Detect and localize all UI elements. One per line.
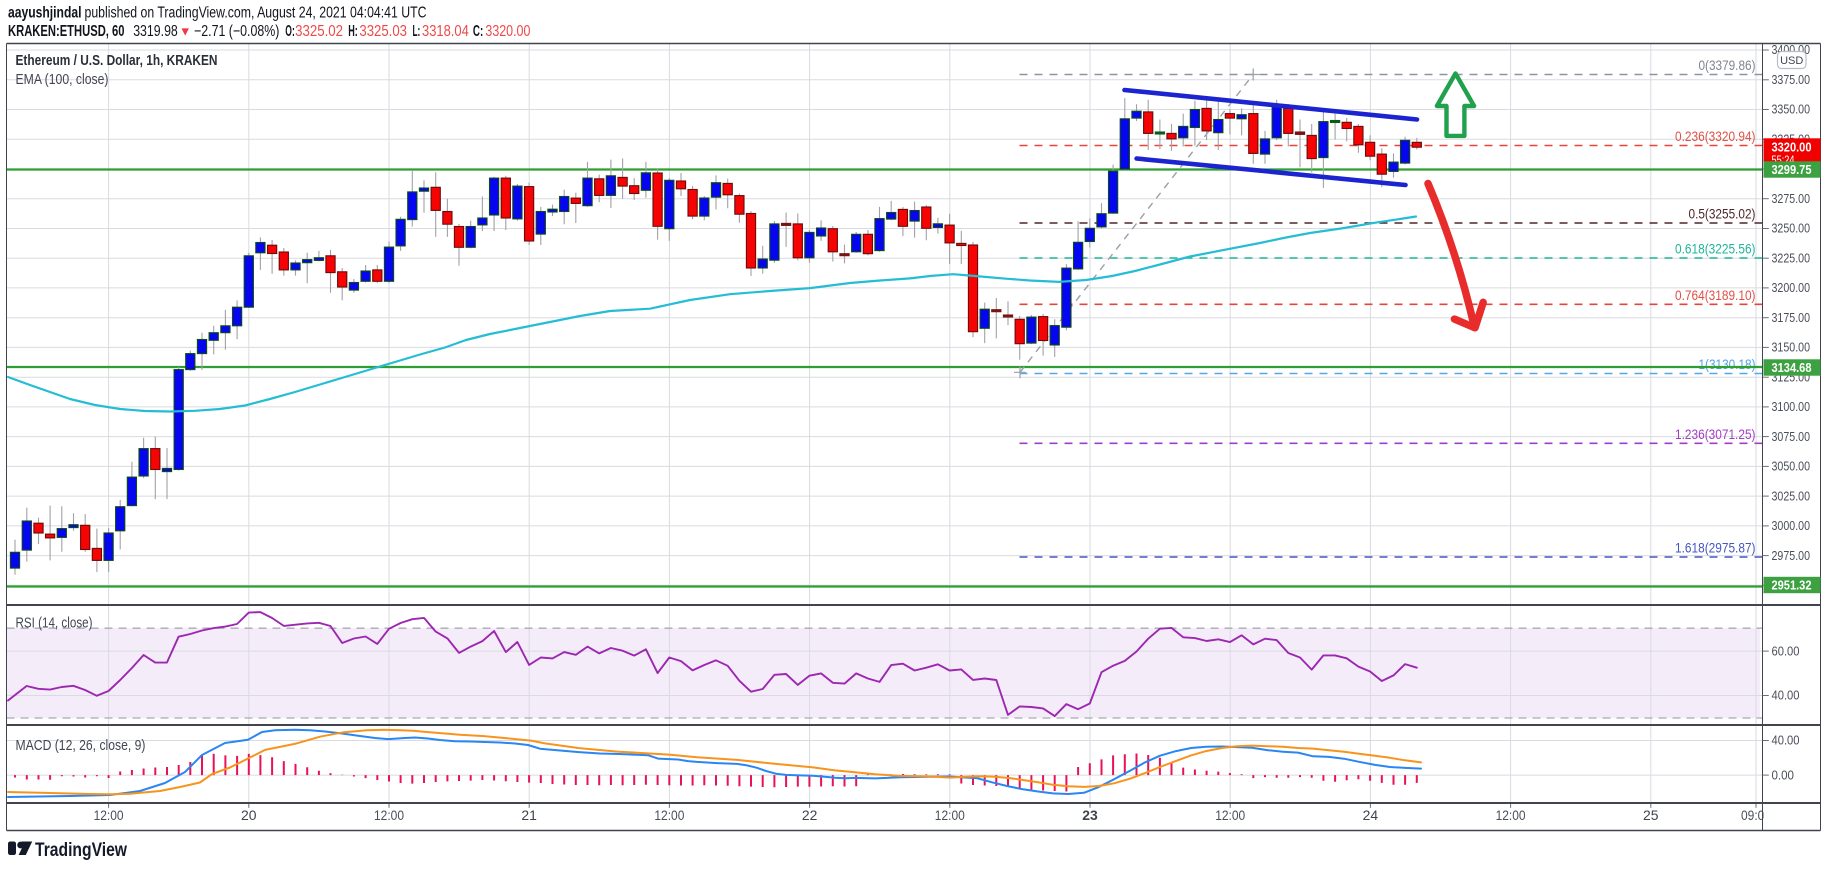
svg-text:RSI (14, close): RSI (14, close) bbox=[16, 616, 93, 632]
svg-text:0.00: 0.00 bbox=[1772, 768, 1795, 782]
svg-text:▼: ▼ bbox=[179, 25, 191, 39]
svg-text:60.00: 60.00 bbox=[1772, 644, 1800, 658]
svg-text:21: 21 bbox=[521, 808, 537, 823]
svg-text:12:00: 12:00 bbox=[94, 808, 124, 823]
svg-text:published on TradingView.com,: published on TradingView.com, August 24,… bbox=[85, 5, 427, 22]
svg-text:12:00: 12:00 bbox=[1215, 808, 1245, 823]
svg-text:12:00: 12:00 bbox=[654, 808, 684, 823]
svg-text:2975.00: 2975.00 bbox=[1772, 549, 1811, 563]
svg-text:23: 23 bbox=[1082, 808, 1098, 823]
svg-text:1.618(2975.87): 1.618(2975.87) bbox=[1675, 541, 1756, 556]
svg-text:3134.68: 3134.68 bbox=[1772, 360, 1812, 375]
svg-text:aayushjindal: aayushjindal bbox=[8, 5, 82, 22]
svg-text:MACD (12, 26, close, 9): MACD (12, 26, close, 9) bbox=[16, 738, 146, 754]
svg-text:3150.00: 3150.00 bbox=[1772, 341, 1811, 355]
svg-text:3225.00: 3225.00 bbox=[1772, 251, 1811, 265]
svg-text:20: 20 bbox=[241, 808, 257, 823]
svg-text:L:: L: bbox=[413, 23, 421, 40]
svg-text:C:: C: bbox=[473, 23, 483, 40]
svg-text:3025.00: 3025.00 bbox=[1772, 489, 1811, 503]
svg-text:25: 25 bbox=[1643, 808, 1659, 823]
svg-text:1.236(3071.25): 1.236(3071.25) bbox=[1675, 427, 1756, 442]
svg-text:3320.00: 3320.00 bbox=[485, 23, 530, 40]
svg-text:0.5(3255.02): 0.5(3255.02) bbox=[1689, 207, 1756, 222]
svg-text:2951.32: 2951.32 bbox=[1772, 578, 1812, 593]
svg-text:USD: USD bbox=[1780, 55, 1803, 67]
svg-text:O:: O: bbox=[285, 23, 295, 40]
svg-text:3325.02: 3325.02 bbox=[295, 23, 343, 40]
svg-text:40.00: 40.00 bbox=[1772, 689, 1800, 703]
svg-text:EMA (100, close): EMA (100, close) bbox=[16, 72, 109, 88]
svg-text:3250.00: 3250.00 bbox=[1772, 222, 1811, 236]
svg-text:TradingView: TradingView bbox=[35, 840, 127, 861]
svg-text:3318.04: 3318.04 bbox=[422, 23, 469, 40]
svg-text:3000.00: 3000.00 bbox=[1772, 519, 1811, 533]
svg-text:40.00: 40.00 bbox=[1772, 734, 1800, 748]
svg-text:3200.00: 3200.00 bbox=[1772, 281, 1811, 295]
svg-text:3319.98: 3319.98 bbox=[133, 23, 178, 40]
svg-text:3350.00: 3350.00 bbox=[1772, 103, 1811, 117]
svg-text:3050.00: 3050.00 bbox=[1772, 460, 1811, 474]
svg-text:1(3130.18): 1(3130.18) bbox=[1699, 357, 1756, 372]
svg-text:0(3379.86): 0(3379.86) bbox=[1699, 58, 1756, 73]
svg-text:3100.00: 3100.00 bbox=[1772, 400, 1811, 414]
svg-text:3175.00: 3175.00 bbox=[1772, 311, 1811, 325]
svg-text:−2.71 (−0.08%): −2.71 (−0.08%) bbox=[194, 23, 279, 40]
svg-text:12:00: 12:00 bbox=[1496, 808, 1526, 823]
svg-text:12:00: 12:00 bbox=[935, 808, 965, 823]
svg-text:0.764(3189.10): 0.764(3189.10) bbox=[1675, 288, 1756, 303]
svg-text:3075.00: 3075.00 bbox=[1772, 430, 1811, 444]
svg-text:22: 22 bbox=[802, 808, 818, 823]
svg-text:KRAKEN:ETHUSD, 60: KRAKEN:ETHUSD, 60 bbox=[8, 23, 125, 40]
svg-text:0.236(3320.94): 0.236(3320.94) bbox=[1675, 129, 1756, 144]
svg-text:3299.75: 3299.75 bbox=[1772, 162, 1812, 177]
svg-text:24: 24 bbox=[1363, 808, 1379, 823]
svg-text:3375.00: 3375.00 bbox=[1772, 73, 1811, 87]
svg-text:3275.00: 3275.00 bbox=[1772, 192, 1811, 206]
svg-text:3325.03: 3325.03 bbox=[359, 23, 407, 40]
svg-text:3320.00: 3320.00 bbox=[1772, 139, 1812, 154]
svg-text:Ethereum / U.S. Dollar, 1h, KR: Ethereum / U.S. Dollar, 1h, KRAKEN bbox=[16, 53, 218, 69]
svg-text:12:00: 12:00 bbox=[374, 808, 404, 823]
svg-text:H:: H: bbox=[348, 23, 358, 40]
svg-text:0.618(3225.56): 0.618(3225.56) bbox=[1675, 242, 1756, 257]
